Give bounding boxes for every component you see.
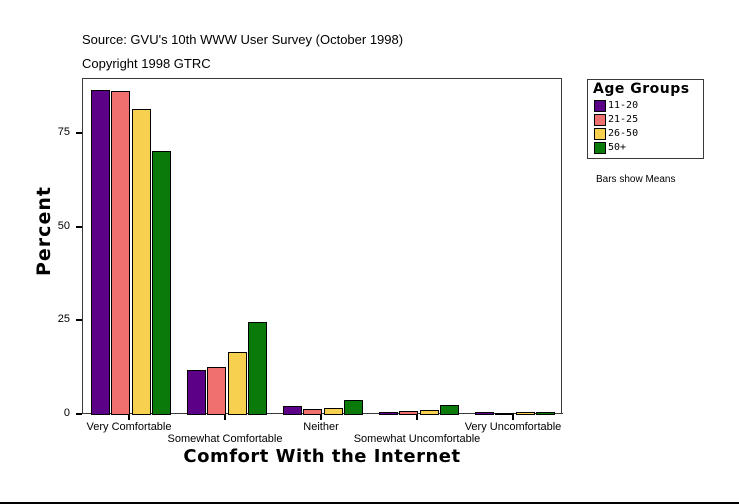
legend-item-26-50: 26-50	[594, 127, 638, 140]
plot-area	[82, 78, 562, 414]
y-axis-title: Percent	[33, 186, 55, 276]
legend-item-21-25: 21-25	[594, 113, 638, 126]
x-tick-label: Somewhat Uncomfortable	[353, 433, 481, 445]
bar-21-25	[111, 91, 130, 415]
bar-26-50	[324, 408, 343, 415]
bar-26-50	[420, 410, 439, 415]
bar-21-25	[207, 367, 226, 415]
y-tick	[76, 225, 82, 228]
x-axis-title: Comfort With the Internet	[183, 446, 461, 467]
legend-swatch	[594, 99, 606, 112]
bar-11-20	[283, 406, 302, 415]
legend-swatch	[594, 113, 606, 126]
bar-50-plus	[440, 405, 459, 415]
legend: Age Groups 11-20 21-25 26-50 50+	[587, 79, 704, 159]
y-tick-label: 25	[57, 313, 70, 326]
x-tick-label: Very Comfortable	[86, 421, 172, 433]
bottom-border	[0, 502, 739, 504]
legend-item-11-20: 11-20	[594, 99, 638, 112]
y-tick	[76, 131, 82, 134]
x-tick-label: Neither	[303, 421, 339, 433]
legend-label: 26-50	[608, 128, 639, 139]
bar-11-20	[475, 412, 494, 415]
bar-26-50	[516, 412, 535, 415]
bar-11-20	[91, 90, 110, 415]
x-tick-label: Somewhat Comfortable	[167, 433, 283, 445]
legend-label: 11-20	[608, 100, 639, 111]
bar-11-20	[187, 370, 206, 415]
legend-label: 50+	[608, 142, 627, 153]
bar-50-plus	[248, 322, 267, 415]
chart-source: Source: GVU's 10th WWW User Survey (Octo…	[82, 32, 404, 47]
bar-21-25	[303, 409, 322, 415]
legend-item-50-plus: 50+	[594, 141, 626, 154]
y-tick	[76, 413, 82, 415]
y-tick-label: 75	[57, 125, 70, 138]
x-tick	[320, 414, 322, 420]
bar-50-plus	[152, 151, 171, 415]
chart-copyright: Copyright 1998 GTRC	[82, 56, 211, 71]
bar-21-25	[399, 411, 418, 415]
x-tick	[224, 414, 226, 420]
legend-label: 21-25	[608, 114, 639, 125]
bar-26-50	[132, 109, 151, 415]
legend-swatch	[594, 141, 606, 154]
bar-50-plus	[536, 412, 555, 415]
x-tick	[128, 414, 130, 420]
legend-title: Age Groups	[593, 81, 690, 97]
y-tick	[76, 319, 82, 322]
chart-note: Bars show Means	[596, 174, 676, 185]
x-tick	[512, 414, 514, 420]
x-tick	[416, 414, 418, 420]
x-tick-label: Very Uncomfortable	[464, 421, 562, 433]
y-tick-label: 50	[57, 219, 70, 232]
bar-26-50	[228, 352, 247, 415]
x-axis-line	[82, 413, 563, 414]
legend-swatch	[594, 127, 606, 140]
bar-11-20	[379, 412, 398, 415]
bar-50-plus	[344, 400, 363, 415]
y-tick-label: 0	[63, 407, 70, 419]
